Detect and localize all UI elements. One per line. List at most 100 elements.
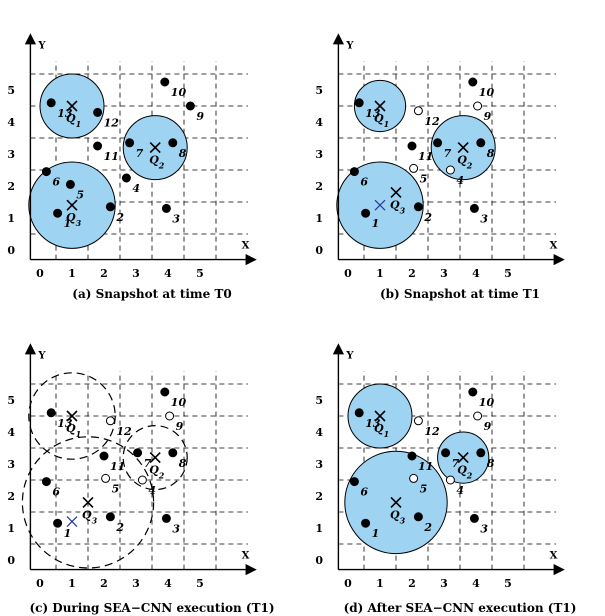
object-2-label: 2: [423, 521, 432, 534]
object-4-marker: [445, 165, 455, 175]
object-10-marker: [160, 77, 170, 87]
object-9-marker: [185, 101, 195, 111]
object-7-label: 7: [444, 147, 452, 160]
object-11-marker: [93, 141, 103, 151]
object-3-marker: [469, 203, 479, 213]
object-2-marker: [105, 202, 115, 212]
y-tick-label: 3: [7, 458, 15, 471]
object-5-marker: [101, 473, 111, 483]
object-12-label: 12: [424, 115, 440, 128]
y-tick-label: 5: [315, 84, 323, 97]
object-8-marker: [168, 138, 178, 148]
object-2-marker: [413, 512, 423, 522]
y-tick-label: 0: [315, 244, 323, 257]
x-tick-label: 0: [36, 577, 44, 590]
x-tick-label: 4: [472, 577, 480, 590]
object-6-marker: [41, 477, 51, 487]
object-12-label: 12: [424, 425, 440, 438]
object-6-label: 6: [360, 176, 368, 189]
object-10-label: 10: [171, 396, 187, 409]
old-query-position-marker: [66, 516, 78, 528]
object-4-label: 4: [132, 182, 140, 195]
object-5-marker: [409, 163, 419, 173]
y-tick-label: 1: [7, 212, 15, 225]
y-tick-label: 2: [315, 490, 323, 503]
x-tick-label: 1: [68, 577, 76, 590]
x-axis-label: X: [550, 240, 558, 251]
object-12-label: 12: [116, 425, 132, 438]
x-tick-label: 3: [440, 267, 448, 280]
object-8-label: 8: [487, 457, 495, 470]
object-7-label: 7: [136, 147, 144, 160]
object-12-marker: [93, 107, 103, 117]
query-q1-marker: [374, 100, 386, 112]
old-query-position-marker: [374, 199, 386, 211]
object-7-marker: [433, 138, 443, 148]
object-5-marker: [409, 473, 419, 483]
object-6-marker: [349, 167, 359, 177]
x-tick-label: 5: [504, 577, 512, 590]
object-11-label: 11: [104, 150, 119, 163]
object-4-label: 4: [456, 174, 464, 187]
object-5-marker: [65, 179, 75, 189]
object-5-label: 5: [420, 172, 428, 185]
x-axis-label: X: [242, 550, 250, 561]
object-12-marker: [105, 416, 115, 426]
x-tick-label: 0: [344, 577, 352, 590]
x-tick-label: 2: [408, 577, 416, 590]
object-4-marker: [137, 475, 147, 485]
object-1-marker: [53, 518, 63, 528]
search-region-q3: [21, 436, 155, 569]
object-9-label: 9: [196, 110, 204, 123]
object-3-label: 3: [172, 522, 180, 535]
object-9-label: 9: [484, 420, 492, 433]
query-q1-marker: [374, 410, 386, 422]
object-1-label: 1: [64, 527, 72, 540]
object-8-marker: [476, 138, 486, 148]
x-tick-label: 5: [504, 267, 512, 280]
x-tick-label: 4: [164, 267, 172, 280]
y-tick-label: 1: [315, 522, 323, 535]
panel-d-caption: (d) After SEA−CNN execution (T1): [344, 601, 577, 615]
query-q1-label: Q1: [66, 422, 81, 439]
y-tick-label: 3: [7, 148, 15, 161]
x-tick-label: 0: [36, 267, 44, 280]
y-tick-label: 4: [7, 116, 15, 129]
search-region-q2: [122, 425, 188, 491]
y-tick-label: 5: [7, 84, 15, 97]
object-11-marker: [407, 141, 417, 151]
object-12-marker: [413, 416, 423, 426]
object-3-label: 3: [480, 522, 488, 535]
query-q2-marker: [457, 452, 469, 464]
y-tick-label: 4: [315, 116, 323, 129]
object-10-label: 10: [479, 396, 495, 409]
object-6-label: 6: [52, 486, 60, 499]
object-12-marker: [413, 106, 423, 116]
object-12-label: 12: [104, 116, 120, 129]
object-13-marker: [354, 408, 364, 418]
y-tick-label: 1: [315, 212, 323, 225]
object-8-marker: [168, 448, 178, 458]
object-7-marker: [441, 448, 451, 458]
x-tick-label: 0: [344, 267, 352, 280]
query-q2-marker: [149, 142, 161, 154]
object-3-marker: [469, 513, 479, 523]
object-9-marker: [473, 411, 483, 421]
object-7-label: 7: [452, 457, 460, 470]
object-2-marker: [413, 202, 423, 212]
y-tick-label: 5: [7, 394, 15, 407]
query-q2-marker: [149, 452, 161, 464]
object-1-label: 1: [372, 217, 380, 230]
y-tick-label: 1: [7, 522, 15, 535]
y-tick-label: 0: [315, 554, 323, 567]
object-1-marker: [361, 208, 371, 218]
y-tick-label: 3: [315, 148, 323, 161]
x-tick-label: 1: [376, 267, 384, 280]
x-tick-label: 4: [472, 267, 480, 280]
x-tick-label: 5: [196, 267, 204, 280]
query-q2-marker: [457, 142, 469, 154]
query-q3-label: Q3: [82, 508, 98, 525]
